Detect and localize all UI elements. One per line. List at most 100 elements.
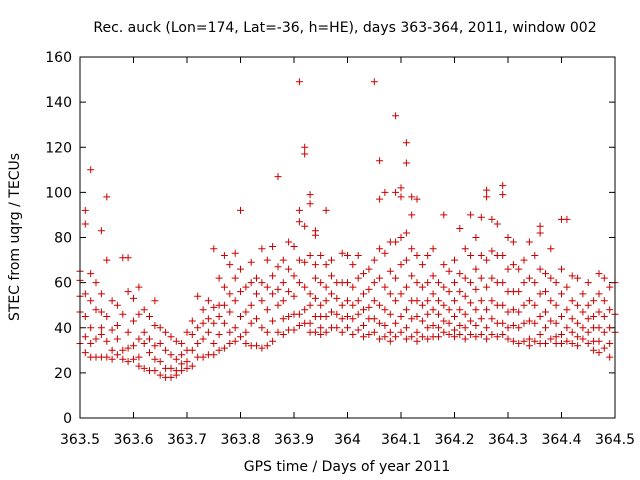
data-point [354, 326, 362, 334]
data-point [322, 328, 330, 336]
data-point [274, 173, 282, 181]
data-point [178, 340, 186, 347]
data-point [317, 301, 325, 309]
data-point [97, 331, 105, 338]
data-point [199, 353, 207, 361]
data-point [108, 355, 116, 363]
data-point [408, 272, 416, 280]
data-point [531, 252, 539, 259]
data-point [413, 252, 421, 259]
data-point [119, 355, 127, 363]
data-point [568, 340, 576, 347]
data-point [531, 319, 539, 327]
data-point [584, 340, 592, 347]
data-point [525, 317, 533, 325]
data-point [563, 306, 571, 314]
data-point [285, 265, 293, 273]
data-point [408, 211, 416, 219]
data-point [435, 279, 442, 287]
data-point [504, 308, 512, 316]
data-point [488, 247, 496, 255]
data-point [558, 313, 565, 320]
data-point [440, 328, 448, 336]
data-point [440, 301, 448, 309]
data-point [317, 252, 325, 259]
data-point [204, 297, 212, 305]
data-point [525, 238, 533, 246]
data-point [365, 285, 373, 293]
data-point [370, 279, 378, 287]
data-point [552, 279, 560, 287]
data-point [108, 346, 116, 354]
data-point [574, 342, 582, 350]
data-point [97, 308, 105, 316]
data-point [520, 337, 528, 345]
data-point [547, 274, 555, 282]
data-point [231, 274, 239, 282]
data-point [322, 261, 330, 269]
data-point [456, 225, 464, 232]
data-point [488, 297, 496, 305]
data-point [360, 322, 367, 329]
data-point [253, 342, 260, 350]
data-point [574, 319, 582, 327]
data-point [338, 249, 346, 257]
data-point [563, 324, 571, 332]
data-point [600, 344, 608, 352]
data-point [397, 261, 405, 269]
data-point [108, 326, 116, 334]
data-point [156, 371, 164, 379]
data-point [290, 292, 298, 300]
data-point [317, 324, 325, 332]
data-point [215, 346, 223, 354]
data-point [493, 333, 501, 341]
data-point [295, 279, 303, 287]
data-point [87, 324, 95, 332]
data-point [542, 340, 549, 347]
data-point [360, 290, 367, 298]
data-point [354, 274, 362, 282]
x-tick-label: 364.3 [488, 432, 528, 448]
data-point [418, 261, 426, 269]
data-point [424, 252, 432, 259]
data-point [194, 324, 202, 332]
data-point [279, 315, 287, 323]
data-point [306, 290, 314, 298]
data-point [440, 261, 448, 269]
data-point [220, 252, 228, 259]
data-point [579, 335, 587, 343]
data-point [269, 317, 277, 325]
data-point [429, 272, 437, 280]
data-point [231, 297, 239, 305]
data-point [333, 294, 341, 302]
data-point [558, 340, 565, 347]
data-point [488, 315, 496, 323]
data-point [285, 288, 293, 296]
data-point [247, 258, 255, 266]
data-point [451, 256, 458, 264]
data-point [424, 279, 432, 287]
data-point [124, 328, 132, 336]
data-point [472, 322, 480, 329]
data-point [418, 333, 426, 341]
data-point [413, 297, 421, 305]
data-point [606, 340, 614, 347]
data-point [135, 362, 143, 370]
data-point [509, 261, 517, 269]
data-point [301, 222, 309, 230]
tick-labels: 0 20 40 60 80 100 120 140 160 363.5 363.6 363.7 363.… [45, 50, 635, 448]
data-point [467, 299, 475, 307]
data-point [515, 288, 523, 296]
data-point [263, 328, 271, 336]
data-point [204, 328, 212, 336]
data-point [199, 306, 207, 314]
data-point [301, 283, 309, 291]
data-point [237, 206, 244, 214]
data-point [279, 331, 287, 338]
data-point [547, 335, 555, 343]
data-point [456, 306, 464, 314]
data-point [542, 270, 549, 278]
data-point [402, 335, 410, 343]
data-point [435, 324, 442, 332]
data-point [194, 292, 202, 300]
